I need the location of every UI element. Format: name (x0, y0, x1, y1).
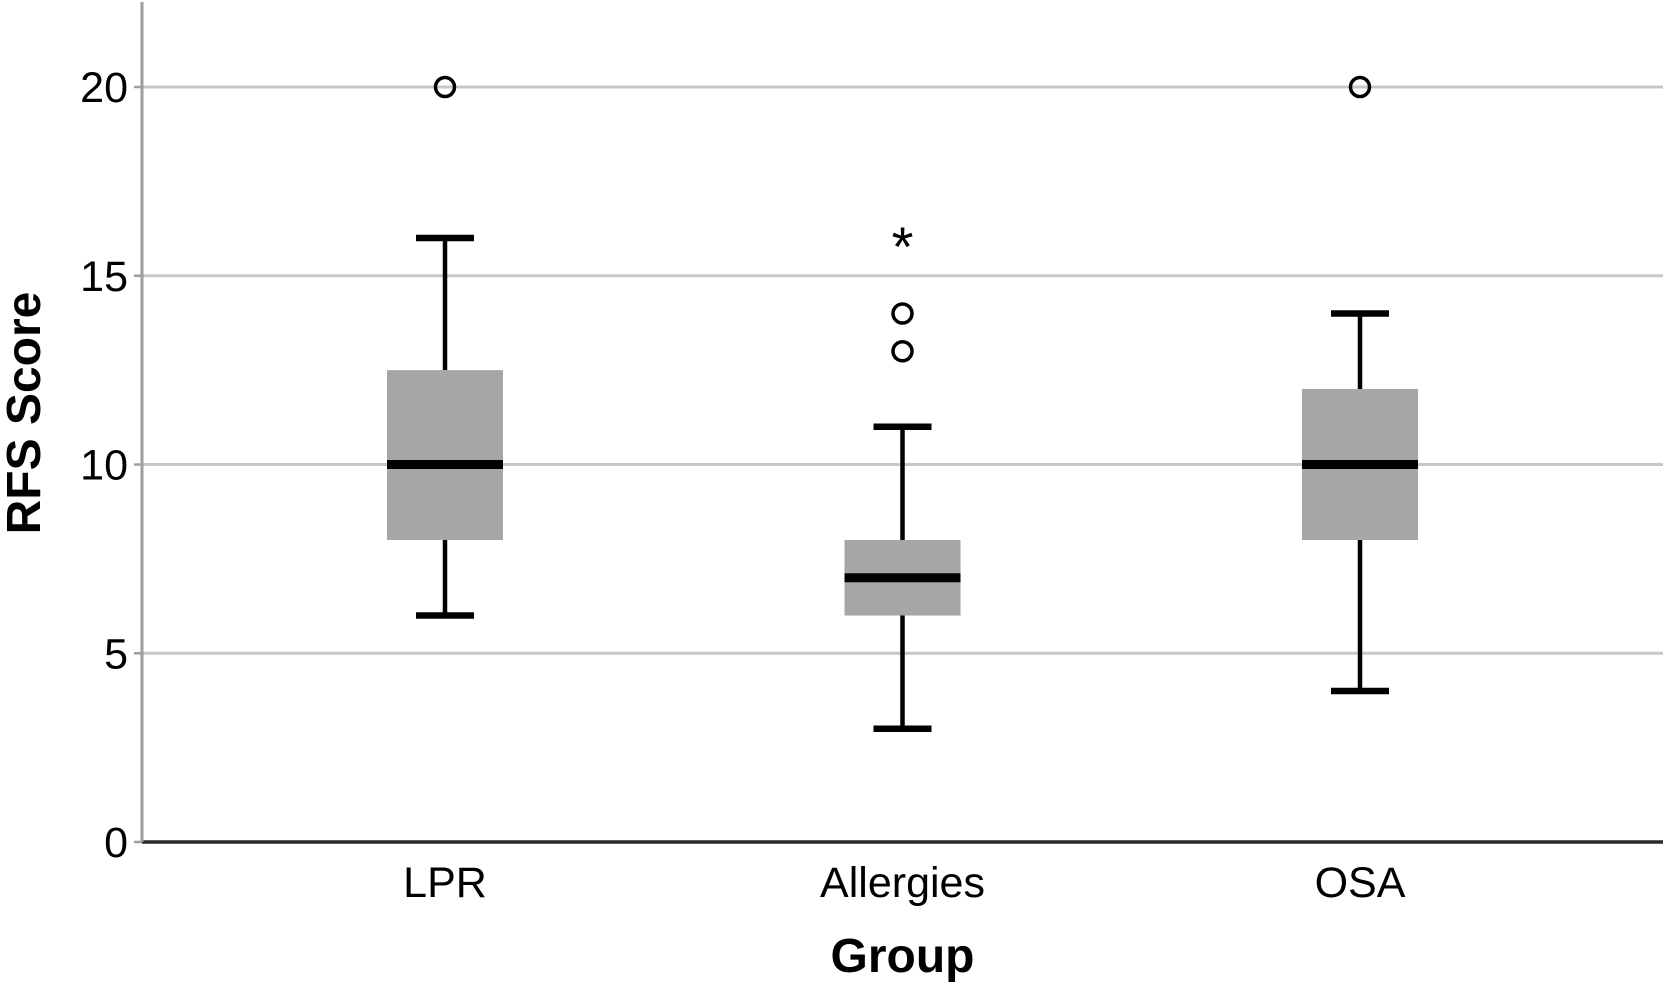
group-osa-median-line (1302, 460, 1418, 469)
group-osa-outlier-circle-20 (1348, 75, 1372, 99)
y-tick-label-20: 20 (80, 64, 128, 112)
group-allergies-outlier-circle-13 (891, 340, 914, 363)
group-allergies-outlier-asterisk-16: * (892, 215, 914, 278)
y-tick-label-0: 0 (104, 819, 128, 867)
y-tick-label-10: 10 (80, 442, 128, 490)
group-lpr-box (387, 370, 503, 540)
category-label-osa: OSA (1315, 859, 1406, 907)
y-axis-title: RFS Score (0, 292, 51, 535)
group-allergies-median-line (844, 573, 961, 583)
category-label-allergies: Allergies (820, 859, 985, 907)
x-axis-title: Group (831, 930, 975, 983)
group-lpr-median-line (387, 460, 503, 469)
group-allergies-outlier-circle-14 (891, 302, 914, 325)
category-label-lpr: LPR (403, 859, 487, 907)
y-tick-label-5: 5 (104, 630, 128, 678)
y-tick-label-15: 15 (80, 253, 128, 301)
group-lpr-outlier-circle-20 (433, 75, 457, 99)
